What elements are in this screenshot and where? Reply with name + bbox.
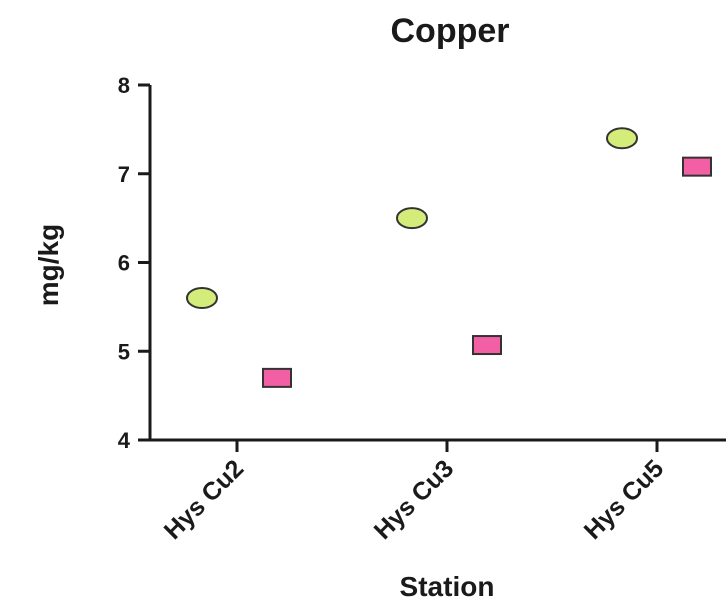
data-points <box>186 127 712 388</box>
y-axis-label: mg/kg <box>33 224 64 306</box>
data-point-square <box>682 156 712 177</box>
data-point-square <box>472 335 502 356</box>
x-axis-ticks: Hys Cu2 Hys Cu3 Hys Cu5 <box>159 440 670 545</box>
data-point-circle <box>186 287 218 309</box>
x-category-label: Hys Cu2 <box>159 454 250 545</box>
data-point-square <box>262 367 292 388</box>
data-point-circle <box>396 207 428 230</box>
x-category-label: Hys Cu3 <box>369 454 460 545</box>
x-category-label: Hys Cu5 <box>579 454 670 545</box>
y-tick-label: 8 <box>118 73 130 98</box>
x-axis-label: Station <box>400 571 495 601</box>
y-tick-label: 5 <box>118 339 130 364</box>
data-point-circle <box>606 127 638 150</box>
y-tick-label: 6 <box>118 251 130 276</box>
y-tick-label: 7 <box>118 162 130 187</box>
y-tick-label: 4 <box>118 428 131 453</box>
chart-title: Copper <box>391 12 510 50</box>
y-axis-ticks: 4 5 6 7 8 <box>118 73 150 453</box>
